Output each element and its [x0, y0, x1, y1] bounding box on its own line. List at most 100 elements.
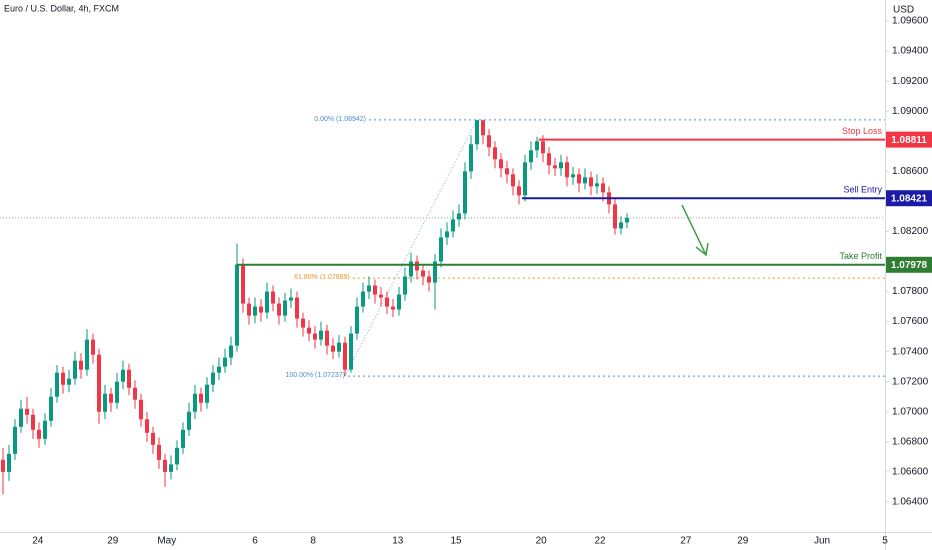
candle-body: [193, 393, 197, 412]
candle-body: [277, 303, 281, 316]
candle-body: [331, 345, 335, 352]
candle-body: [61, 372, 65, 385]
candle-body: [235, 264, 239, 346]
x-tick-label: 6: [252, 536, 258, 547]
candle-body: [301, 318, 305, 328]
candle-body: [91, 339, 95, 355]
y-tick-label: 1.06600: [892, 467, 929, 478]
fib-label: 100.00% (1.07237): [285, 372, 345, 379]
candle-body: [19, 408, 23, 427]
candle-body: [43, 420, 47, 439]
candle-body: [391, 306, 395, 310]
candle-body: [469, 144, 473, 172]
candle-body: [127, 369, 131, 388]
candle-body: [475, 120, 479, 145]
y-tick-label: 1.07200: [892, 376, 929, 387]
candle-body: [115, 381, 119, 403]
candle-body: [55, 372, 59, 397]
candle-body: [487, 135, 491, 148]
candle-body: [217, 366, 221, 373]
price-badge-label: 1.08811: [891, 135, 927, 146]
y-tick-label: 1.07800: [892, 286, 929, 297]
candle-body: [379, 294, 383, 298]
candle-body: [409, 261, 413, 277]
candle-body: [553, 165, 557, 169]
candle-body: [85, 339, 89, 370]
candle-body: [625, 217, 629, 223]
x-tick-label: 20: [536, 536, 548, 547]
x-tick-label: 5: [882, 536, 888, 547]
price-badge-label: 1.08421: [891, 193, 928, 204]
candle-body: [175, 447, 179, 465]
price-badge-label: 1.07978: [891, 260, 928, 271]
candle-body: [253, 306, 257, 316]
candle-body: [457, 213, 461, 220]
candle-body: [583, 177, 587, 184]
candle-body: [373, 285, 377, 295]
candle-body: [541, 141, 545, 154]
candle-body: [1, 459, 5, 472]
candle-body: [25, 408, 29, 415]
candle-body: [157, 444, 161, 460]
candle-body: [37, 429, 41, 439]
candle-body: [385, 297, 389, 307]
candle-body: [523, 162, 527, 196]
y-tick-label: 1.07600: [892, 316, 929, 327]
candle-body: [79, 360, 83, 370]
candle-body: [415, 261, 419, 271]
candle-body: [463, 171, 467, 214]
candle-body: [199, 393, 203, 403]
price-badge: [886, 256, 932, 273]
candle-body: [403, 276, 407, 295]
candle-body: [319, 330, 323, 340]
candle-body: [109, 393, 113, 403]
candle-body: [511, 174, 515, 187]
candle-body: [493, 147, 497, 160]
x-tick-label: May: [157, 536, 176, 547]
candle-body: [295, 297, 299, 319]
candle-body: [97, 354, 101, 412]
y-tick-label: 1.09600: [892, 16, 929, 27]
candle-body: [31, 414, 35, 430]
candle-body: [559, 162, 563, 169]
x-tick-label: 8: [310, 536, 316, 547]
x-tick-label: 24: [32, 536, 44, 547]
candle-body: [67, 378, 71, 385]
y-tick-label: 1.09000: [892, 106, 929, 117]
candle-body: [355, 306, 359, 334]
candle-body: [283, 300, 287, 316]
x-tick-label: 27: [680, 536, 692, 547]
candle-body: [307, 327, 311, 334]
trade-level-name: Stop Loss: [842, 126, 883, 136]
y-tick-label: 1.06400: [892, 497, 929, 508]
y-tick-label: 1.08200: [892, 226, 929, 237]
candle-body: [397, 294, 401, 310]
candle-body: [103, 393, 107, 412]
candle-body: [241, 264, 245, 304]
x-tick-label: 13: [392, 536, 404, 547]
candle-body: [133, 387, 137, 400]
candle-body: [451, 219, 455, 232]
chart-title: Euro / U.S. Dollar, 4h, FXCM: [4, 3, 119, 13]
candle-body: [577, 174, 581, 184]
candle-body: [325, 330, 329, 346]
currency: USD: [893, 5, 914, 16]
candle-body: [427, 276, 431, 283]
candle-body: [169, 464, 173, 472]
candle-body: [535, 141, 539, 151]
candle-body: [139, 399, 143, 420]
x-tick-label: 29: [107, 536, 119, 547]
y-tick-label: 1.07400: [892, 346, 929, 357]
candle-body: [367, 285, 371, 292]
candle-body: [121, 369, 125, 382]
candle-body: [619, 222, 623, 229]
candle-body: [517, 186, 521, 196]
candle-body: [205, 384, 209, 403]
candle-body: [613, 204, 617, 229]
fib-trendline: [344, 119, 478, 377]
candle-body: [445, 231, 449, 238]
candle-body: [361, 291, 365, 307]
candle-body: [247, 303, 251, 316]
candle-body: [223, 357, 227, 367]
candle-body: [313, 333, 317, 340]
